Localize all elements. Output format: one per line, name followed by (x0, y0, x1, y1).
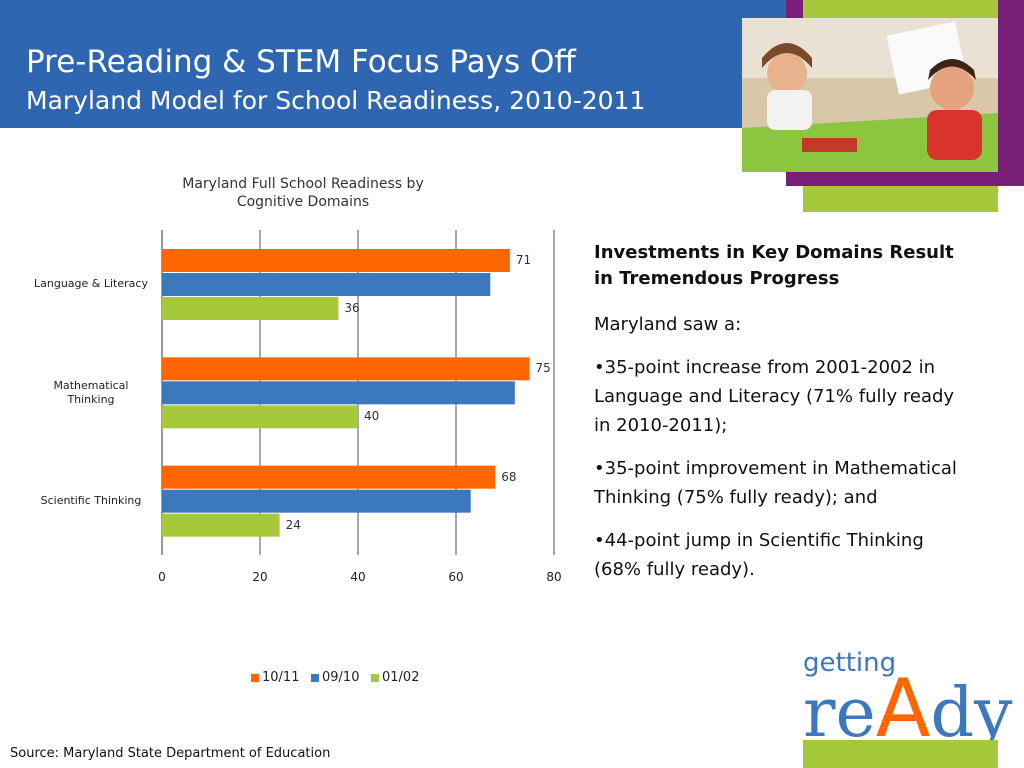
logo-bar (803, 740, 998, 768)
bar (162, 405, 358, 429)
value-label: 24 (285, 517, 301, 532)
bar (162, 357, 530, 381)
text-intro: Maryland saw a: (594, 314, 742, 335)
legend-swatch (311, 674, 319, 682)
text-heading: Investments in Key Domains Result in Tre… (594, 242, 954, 289)
logo-part: A (875, 662, 931, 755)
x-tick-label: 0 (158, 570, 166, 584)
value-label: 71 (515, 253, 532, 267)
bar (162, 249, 510, 272)
value-label: 75 (535, 361, 551, 376)
bar (162, 297, 339, 320)
header-subtitle: Maryland Model for School Readiness, 201… (26, 86, 646, 115)
header-title: Pre-Reading & STEM Focus Pays Off (26, 44, 576, 80)
x-tick-label: 20 (252, 570, 268, 584)
legend-label: 01/02 (382, 670, 420, 685)
x-tick-label: 40 (350, 570, 366, 584)
bullet: •35-point increase from 2001-2002 in Lan… (594, 357, 955, 436)
category-label: Mathematical Thinking (53, 378, 129, 406)
logo-top: getting (803, 648, 897, 678)
value-label: 40 (364, 409, 380, 424)
logo-part: re (803, 674, 876, 753)
source: Source: Maryland State Department of Edu… (10, 746, 331, 761)
bar (162, 273, 491, 296)
x-tick-label: 80 (546, 570, 562, 584)
category-label: Language & Literacy (34, 277, 148, 291)
chart-title: Maryland Full School Readiness by Cognit… (182, 176, 424, 210)
accent-green-top (803, 0, 998, 18)
legend-label: 10/11 (262, 670, 300, 685)
value-label: 36 (344, 301, 360, 315)
x-tick-label: 60 (448, 570, 464, 584)
legend-swatch (251, 674, 259, 682)
bar (162, 513, 280, 537)
bullet: •35-point improvement in Mathematical Th… (594, 458, 957, 508)
bullet: •44-point jump in Scientific Thinking (6… (594, 530, 924, 580)
value-label: 68 (501, 469, 517, 484)
accent-green-bottom (803, 186, 998, 212)
text-block: Investments in Key Domains Result in Tre… (594, 240, 974, 598)
bar (162, 465, 496, 489)
bar (162, 489, 471, 513)
logo-word: reAdy (803, 662, 1012, 755)
photo (742, 18, 998, 172)
logo-part: dy (930, 674, 1013, 753)
header-band (0, 0, 786, 128)
legend-label: 09/10 (322, 670, 360, 685)
bar (162, 381, 515, 405)
category-label: Scientific Thinking (40, 493, 142, 507)
legend-swatch (371, 674, 379, 682)
